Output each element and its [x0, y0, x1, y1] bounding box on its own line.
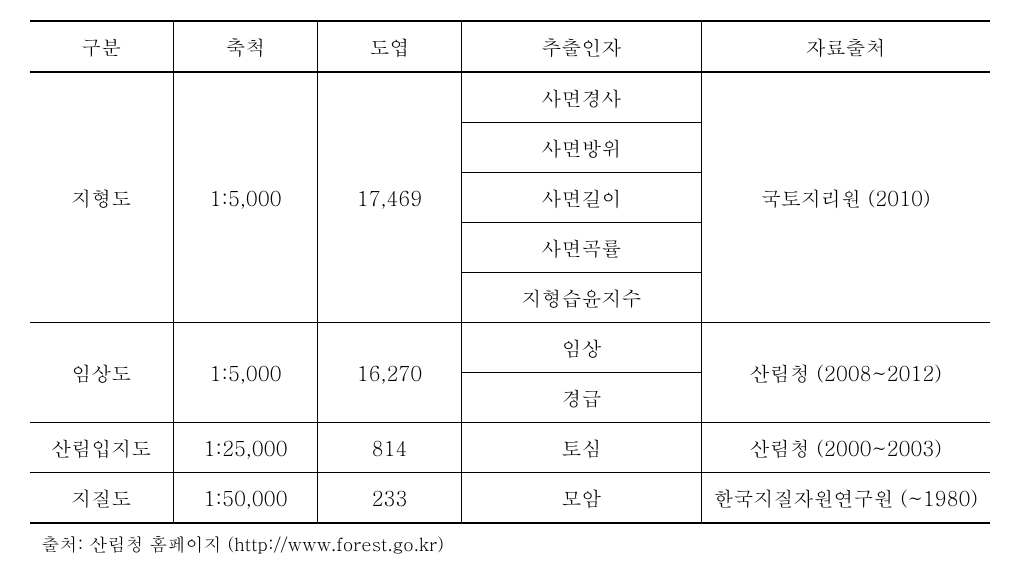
cell-category: 지형도 [30, 72, 174, 323]
table-container: 구분 축척 도엽 추출인자 자료출처 지형도 1:5,000 17,469 사면… [30, 20, 990, 565]
table-row: 산림입지도 1:25,000 814 토심 산림청 (2000~2003) [30, 423, 990, 473]
table-row: 임상도 1:5,000 16,270 임상 산림청 (2008~2012) [30, 323, 990, 373]
cell-source: 한국지질자원연구원 (~1980) [702, 473, 990, 524]
header-sheets: 도엽 [318, 21, 462, 72]
data-table: 구분 축척 도엽 추출인자 자료출처 지형도 1:5,000 17,469 사면… [30, 20, 990, 524]
cell-sheets: 814 [318, 423, 462, 473]
cell-category: 지질도 [30, 473, 174, 524]
header-source: 자료출처 [702, 21, 990, 72]
cell-factor: 모암 [462, 473, 702, 524]
table-body: 지형도 1:5,000 17,469 사면경사 국토지리원 (2010) 사면방… [30, 72, 990, 523]
cell-scale: 1:25,000 [174, 423, 318, 473]
cell-factor: 사면길이 [462, 173, 702, 223]
cell-category: 산림입지도 [30, 423, 174, 473]
header-category: 구분 [30, 21, 174, 72]
table-row: 지형도 1:5,000 17,469 사면경사 국토지리원 (2010) [30, 72, 990, 123]
table-row: 지질도 1:50,000 233 모암 한국지질자원연구원 (~1980) [30, 473, 990, 524]
cell-scale: 1:50,000 [174, 473, 318, 524]
cell-sheets: 17,469 [318, 72, 462, 323]
footer-label: 출처: 산림청 홈페이지 [42, 532, 222, 557]
footer-url: (http://www.forest.go.kr) [227, 532, 443, 557]
cell-sheets: 16,270 [318, 323, 462, 423]
cell-factor: 사면방위 [462, 123, 702, 173]
cell-category: 임상도 [30, 323, 174, 423]
cell-source: 산림청 (2008~2012) [702, 323, 990, 423]
cell-factor: 지형습윤지수 [462, 273, 702, 323]
footer-note: 출처: 산림청 홈페이지 (http://www.forest.go.kr) [30, 524, 990, 565]
cell-source: 산림청 (2000~2003) [702, 423, 990, 473]
cell-scale: 1:5,000 [174, 323, 318, 423]
cell-sheets: 233 [318, 473, 462, 524]
cell-factor: 임상 [462, 323, 702, 373]
cell-scale: 1:5,000 [174, 72, 318, 323]
cell-source: 국토지리원 (2010) [702, 72, 990, 323]
cell-factor: 경급 [462, 373, 702, 423]
header-row: 구분 축척 도엽 추출인자 자료출처 [30, 21, 990, 72]
header-scale: 축척 [174, 21, 318, 72]
cell-factor: 사면곡률 [462, 223, 702, 273]
cell-factor: 사면경사 [462, 72, 702, 123]
header-factors: 추출인자 [462, 21, 702, 72]
cell-factor: 토심 [462, 423, 702, 473]
